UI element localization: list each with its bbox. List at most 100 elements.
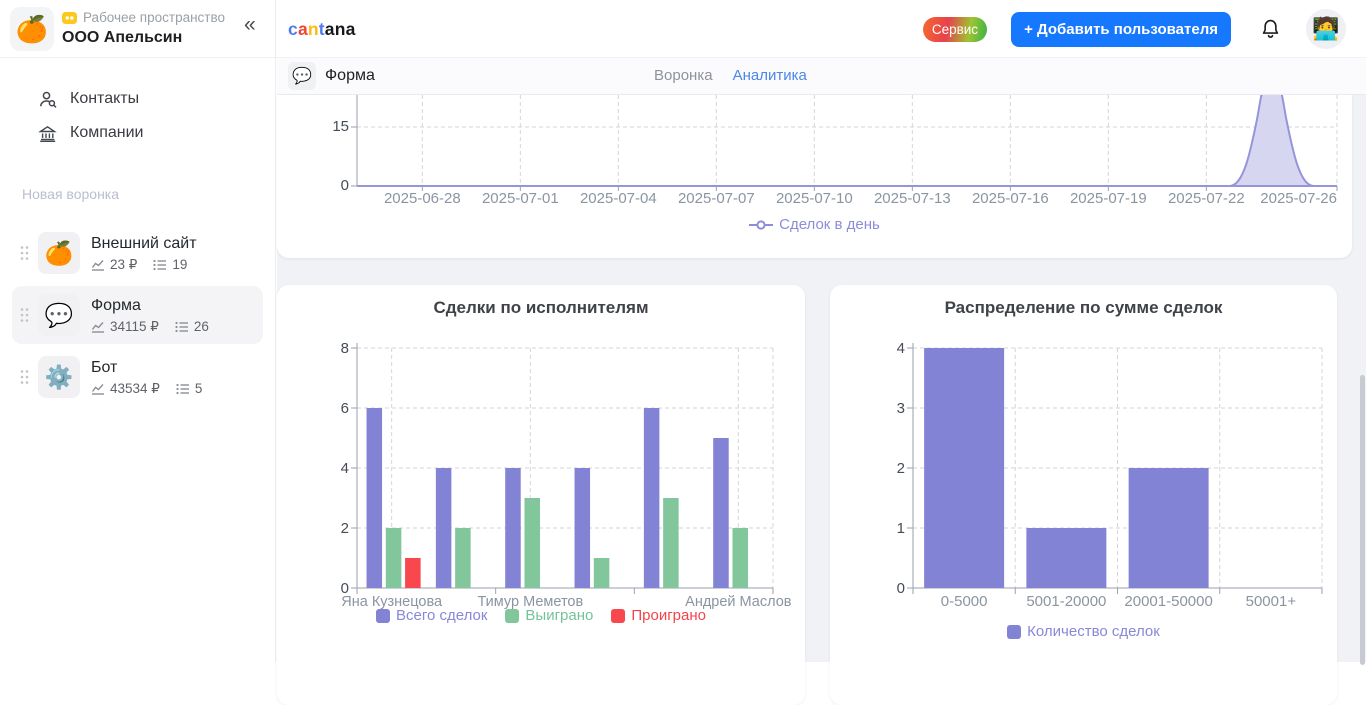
daily-chart-legend[interactable]: Сделок в день (277, 216, 1352, 233)
add-user-button[interactable]: + Добавить пользователя (1011, 11, 1231, 47)
legend-swatch (611, 608, 626, 623)
svg-text:2025-07-26: 2025-07-26 (1260, 190, 1337, 207)
svg-text:5001-20000: 5001-20000 (1026, 593, 1106, 610)
legend-item[interactable]: Проиграно (611, 607, 706, 624)
funnel-item[interactable]: ⚙️ Бот 43534 ₽ 5 (12, 348, 263, 406)
sidebar-item-contacts[interactable]: Контакты (0, 82, 275, 116)
funnel-item[interactable]: 💬 Форма 34115 ₽ 26 (12, 286, 263, 344)
sidebar-item-label: Контакты (70, 90, 140, 107)
sidebar-item-label: Компании (70, 124, 144, 141)
logo-letter: a (297, 19, 308, 39)
svg-text:2025-07-04: 2025-07-04 (580, 190, 657, 207)
legend-label: Сделок в день (779, 216, 880, 233)
legend-label: Выиграно (525, 607, 594, 624)
workspace-name: ООО Апельсин (62, 29, 183, 46)
legend-label: Количество сделок (1027, 623, 1160, 640)
svg-text:0: 0 (341, 580, 349, 597)
svg-text:Андрей Маслов: Андрей Маслов (685, 594, 792, 610)
svg-text:3: 3 (897, 400, 905, 417)
svg-text:0-5000: 0-5000 (941, 593, 988, 610)
legend-item[interactable]: Количество сделок (1007, 623, 1160, 640)
list-icon (153, 259, 167, 270)
workspace-logo[interactable]: 🍊 (10, 7, 54, 51)
page-title: Форма (325, 67, 375, 84)
funnel-amount: 34115 ₽ (110, 318, 159, 334)
tab-funnel[interactable]: Воронка (654, 67, 713, 84)
technologist-emoji: 🧑‍💻 (1312, 16, 1340, 41)
funnel-stats: 43534 ₽ 5 (91, 381, 202, 397)
svg-text:4: 4 (897, 340, 905, 357)
app-logo[interactable]: cantana (288, 19, 356, 40)
funnel-title: Внешний сайт (91, 234, 197, 252)
funnel-emoji: ⚙️ (38, 356, 80, 398)
list-icon (175, 321, 188, 332)
funnel-item[interactable]: 🍊 Внешний сайт 23 ₽ 19 (12, 224, 263, 282)
drag-handle-icon[interactable] (20, 308, 29, 323)
funnel-count: 26 (193, 319, 209, 334)
svg-text:6: 6 (341, 400, 349, 417)
drag-handle-icon[interactable] (20, 246, 29, 261)
svg-text:2025-07-07: 2025-07-07 (678, 190, 755, 207)
workspace-header: 🍊 Рабочее пространство ООО Апельсин « (0, 0, 275, 58)
chart-line-icon (91, 259, 104, 271)
subheader: 💬 Форма Воронка Аналитика (277, 58, 1366, 95)
funnel-count: 5 (194, 381, 203, 396)
logo-letter: t (318, 19, 325, 39)
daily-deals-chart[interactable]: 15 0 2025-06-28 2025-07-01 2025-07-04 2025-07… (277, 95, 1352, 258)
legend-item[interactable]: Выиграно (505, 607, 593, 624)
svg-text:2025-07-19: 2025-07-19 (1070, 190, 1147, 207)
sidebar: 🍊 Рабочее пространство ООО Апельсин « Ко… (0, 0, 276, 662)
new-funnel-label[interactable]: Новая воронка (22, 186, 120, 202)
sidebar-collapse-button[interactable]: « (244, 13, 256, 36)
view-tabs: Воронка Аналитика (654, 67, 807, 84)
amounts-chart-card: Распределение по сумме сделок 0 1 2 3 4 0-500… (830, 285, 1337, 705)
legend-swatch (375, 608, 390, 623)
workspace-badge-icon (62, 11, 77, 24)
funnel-emoji: 💬 (38, 294, 80, 336)
legend-swatch (1007, 624, 1022, 639)
svg-text:2025-07-22: 2025-07-22 (1168, 190, 1245, 207)
performers-chart-legend[interactable]: Всего сделок Выиграно Проиграно (277, 607, 805, 624)
tab-analytics[interactable]: Аналитика (732, 67, 807, 84)
legend-swatch (505, 608, 520, 623)
chart-title: Распределение по сумме сделок (944, 298, 1223, 317)
funnel-amount: 43534 ₽ (110, 380, 160, 396)
chart-line-icon (91, 321, 104, 333)
amounts-chart-legend[interactable]: Количество сделок (830, 623, 1337, 640)
workspace-label-row: Рабочее пространство (62, 10, 225, 25)
topbar-actions: Сервис + Добавить пользователя 🧑‍💻 (922, 0, 1346, 58)
service-button[interactable]: Сервис (922, 16, 988, 42)
svg-text:0: 0 (341, 177, 349, 194)
drag-handle-icon[interactable] (20, 370, 29, 385)
svg-text:2025-07-13: 2025-07-13 (874, 190, 951, 207)
notifications-bell-icon[interactable] (1259, 17, 1282, 41)
logo-letter: n (307, 19, 319, 39)
performers-chart[interactable]: 0 2 4 6 8 Яна Кузнецова Тимур Меметов Андрей Ма… (277, 333, 805, 623)
funnel-count: 19 (172, 257, 188, 272)
orange-emoji: 🍊 (15, 13, 49, 44)
legend-label: Всего сделок (395, 607, 488, 624)
svg-text:4: 4 (341, 460, 349, 477)
svg-text:Яна Кузнецова: Яна Кузнецова (341, 594, 443, 610)
svg-text:Тимур Меметов: Тимур Меметов (477, 594, 583, 610)
sidebar-item-companies[interactable]: Компании (0, 116, 275, 150)
svg-text:15: 15 (332, 118, 349, 135)
performers-chart-card: Сделки по исполнителям 0 2 4 6 8 Яна Кузнецов… (277, 285, 805, 705)
logo-letter: ana (324, 19, 356, 39)
daily-deals-chart-card: 15 0 2025-06-28 2025-07-01 2025-07-04 2025-07… (277, 95, 1352, 258)
funnel-stats: 23 ₽ 19 (91, 257, 197, 273)
amounts-chart[interactable]: 0 1 2 3 4 0-5000 5001-20000 20001-50000 50001+ (830, 333, 1337, 623)
user-avatar[interactable]: 🧑‍💻 (1306, 9, 1346, 49)
funnel-stats: 34115 ₽ 26 (91, 319, 209, 335)
logo-letter: c (288, 19, 298, 39)
legend-item[interactable]: Сделок в день (749, 216, 880, 233)
user-search-icon (40, 91, 57, 108)
legend-label: Проиграно (631, 607, 706, 624)
bank-icon (38, 125, 57, 142)
svg-text:0: 0 (897, 580, 905, 597)
speech-bubble-icon: 💬 (288, 62, 316, 90)
svg-text:20001-50000: 20001-50000 (1124, 593, 1212, 610)
line-marker-icon (749, 219, 774, 230)
legend-item[interactable]: Всего сделок (375, 607, 488, 624)
scrollbar[interactable] (1360, 375, 1365, 665)
